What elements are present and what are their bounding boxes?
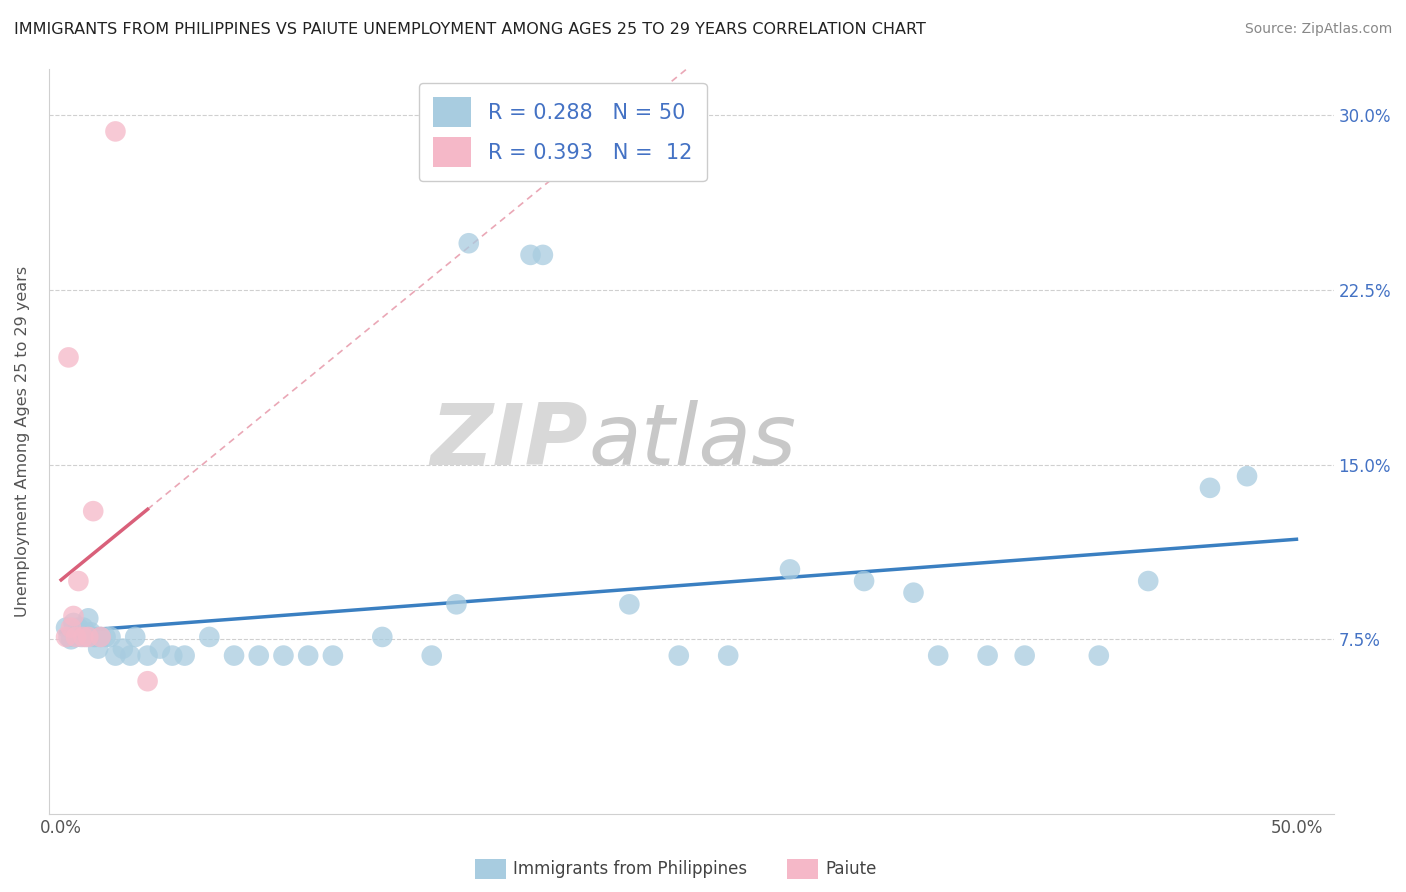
Point [82,630,104,644]
Point [72,630,94,644]
Point [717,648,740,663]
Point [77,611,100,625]
Point [420,648,443,663]
Point [322,648,344,663]
Text: Paiute: Paiute [825,860,877,878]
Point [198,630,221,644]
Point [222,648,245,663]
Point [62,615,84,630]
Point [70,630,93,644]
Point [84,630,107,644]
Point [976,648,998,663]
Point [65,630,87,644]
Point [67,621,90,635]
Point [1199,481,1222,495]
Point [136,674,159,689]
Point [927,648,949,663]
Point [87,641,110,656]
Point [111,641,134,656]
Point [371,630,394,644]
Point [273,648,295,663]
Point [619,598,641,612]
Point [58,630,80,644]
Point [59,632,82,647]
Point [853,574,876,588]
Point [80,625,103,640]
Point [90,630,112,644]
Point [58,351,80,365]
Point [124,630,146,644]
Legend: R = 0.288   N = 50, R = 0.393   N =  12: R = 0.288 N = 50, R = 0.393 N = 12 [419,83,706,181]
Point [62,609,84,624]
Point [779,562,801,576]
Point [173,648,195,663]
Point [446,598,468,612]
Point [104,648,127,663]
Point [531,248,554,262]
Point [162,648,184,663]
Text: Immigrants from Philippines: Immigrants from Philippines [513,860,748,878]
Point [120,648,142,663]
Point [297,648,319,663]
Point [75,630,97,644]
Text: ZIP: ZIP [430,400,588,483]
Point [519,248,541,262]
Point [1088,648,1111,663]
Point [136,648,159,663]
Point [55,630,77,644]
Point [90,630,112,644]
Point [104,124,127,138]
Point [72,621,94,635]
Text: Source: ZipAtlas.com: Source: ZipAtlas.com [1244,22,1392,37]
Point [1236,469,1258,483]
Point [247,648,270,663]
Text: IMMIGRANTS FROM PHILIPPINES VS PAIUTE UNEMPLOYMENT AMONG AGES 25 TO 29 YEARS COR: IMMIGRANTS FROM PHILIPPINES VS PAIUTE UN… [14,22,927,37]
Point [457,236,479,251]
Point [903,585,925,599]
Point [77,630,100,644]
Point [59,621,82,635]
Point [1137,574,1160,588]
Point [668,648,690,663]
Point [67,574,90,588]
Text: atlas: atlas [588,400,796,483]
Point [149,641,172,656]
Y-axis label: Unemployment Among Ages 25 to 29 years: Unemployment Among Ages 25 to 29 years [15,266,30,617]
Point [100,630,122,644]
Point [1014,648,1036,663]
Point [55,621,77,635]
Point [82,504,104,518]
Point [94,630,117,644]
Point [65,630,87,644]
